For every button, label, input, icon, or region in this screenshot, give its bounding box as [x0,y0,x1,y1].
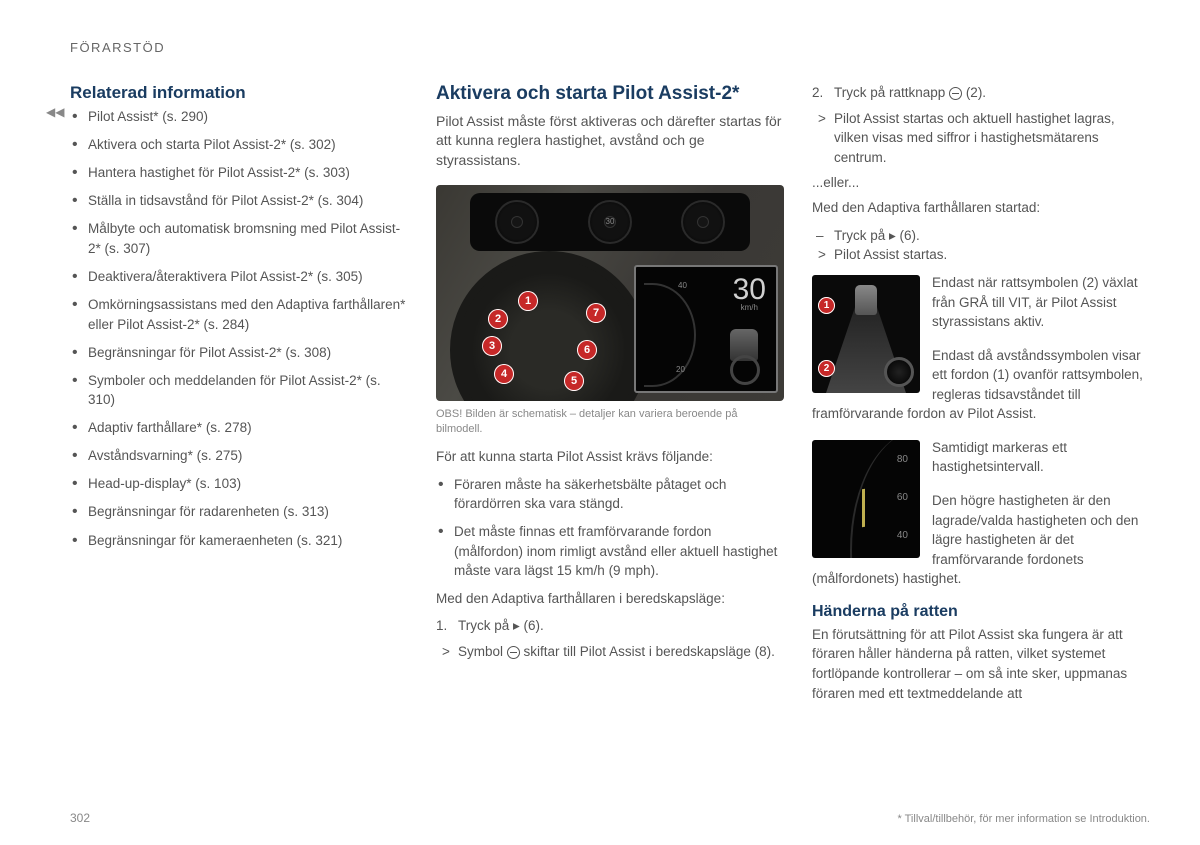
wheel-icon [730,355,760,385]
tick: 60 [897,492,908,503]
related-item: Adaptiv farthållare* (s. 278) [88,418,408,438]
gauge-center: 30 [588,200,632,244]
related-item: Begränsningar för kameraenheten (s. 321) [88,531,408,551]
related-item: Pilot Assist* (s. 290) [88,107,408,127]
steering-wheel [450,251,648,401]
wheel-icon [884,357,914,387]
step-text: Tryck på rattknapp [834,85,949,100]
tick: 80 [897,454,908,465]
callout-badge: 3 [482,336,502,356]
standby-text: Med den Adaptiva farthållaren i beredska… [436,589,784,609]
step-result: Pilot Assist startas och aktuell hastigh… [812,109,1150,168]
inset-display: 40 20 30 km/h [634,265,778,393]
dash-list: Tryck på ▸ (6). [812,226,1150,246]
result-text-b: skiftar till Pilot Assist i beredskapslä… [524,644,775,659]
callout-badge: 2 [488,309,508,329]
tick: 40 [678,281,687,290]
step-item: Tryck på ▸ (6). [458,616,784,636]
tick: 40 [897,530,908,541]
related-item: Begränsningar för Pilot Assist-2* (s. 30… [88,343,408,363]
car-icon [855,285,877,315]
result-text-a: Symbol [458,644,507,659]
column-related-info: Relaterad information Pilot Assist* (s. … [70,83,408,711]
related-item: Deaktivera/återaktivera Pilot Assist-2* … [88,267,408,287]
main-heading: Aktivera och starta Pilot Assist-2* [436,83,784,106]
started-text: Med den Adaptiva farthållaren startad: [812,198,1150,218]
related-list: Pilot Assist* (s. 290) Aktivera och star… [70,107,408,550]
dash-step: Tryck på ▸ (6). [834,226,1150,246]
tick: 20 [676,365,685,374]
speed-readout: 30 km/h [733,273,766,312]
step-list-cont: Tryck på rattknapp (2). [812,83,1150,103]
dash-result: Pilot Assist startas. [812,245,1150,265]
step-list: Tryck på ▸ (6). [436,616,784,636]
hands-heading: Händerna på ratten [812,603,1150,621]
speed-interval-figure: 80 60 40 [812,440,920,558]
intro-text: Pilot Assist måste först aktiveras och d… [436,112,784,171]
related-item: Omkörningsassistans med den Adaptiva far… [88,295,408,334]
or-separator: ...eller... [812,175,1150,190]
lane-figure: 1 2 [812,275,920,393]
speed-interval-block: 80 60 40 Samtidigt markeras ett hastighe… [812,438,1150,589]
related-item: Begränsningar för radarenheten (s. 313) [88,502,408,522]
related-item: Aktivera och starta Pilot Assist-2* (s. … [88,135,408,155]
dashboard-figure: 30 1 2 3 4 5 6 7 8 9 10 40 20 [436,185,784,401]
columns: Relaterad information Pilot Assist* (s. … [70,83,1150,711]
figure-caption: OBS! Bilden är schematisk – detaljer kan… [436,407,784,438]
related-item: Avståndsvarning* (s. 275) [88,446,408,466]
speed-arc [644,283,696,387]
callout-badge: 7 [586,303,606,323]
callout-badge: 1 [518,291,538,311]
hands-body: En förutsättning för att Pilot Assist sk… [812,625,1150,703]
callout-badge: 5 [564,371,584,391]
column-main: Aktivera och starta Pilot Assist-2* Pilo… [436,83,784,711]
continuation-marker: ◀◀ [46,105,64,119]
related-item: Head-up-display* (s. 103) [88,474,408,494]
related-heading: Relaterad information [70,83,408,103]
callout-badge: 2 [818,360,835,377]
requirement-item: Föraren måste ha säkerhetsbälte påtaget … [454,475,784,514]
steering-symbol-icon [507,646,520,659]
requirements-list: Föraren måste ha säkerhetsbälte påtaget … [436,475,784,581]
pretext: För att kunna starta Pilot Assist krävs … [436,447,784,467]
callout-badge: 6 [577,340,597,360]
instrument-cluster: 30 [470,193,750,251]
gauge-right [681,200,725,244]
related-item: Symboler och meddelanden för Pilot Assis… [88,371,408,410]
page: FÖRARSTÖD ◀◀ Relaterad information Pilot… [0,0,1200,845]
warning-block-1: 1 2 Endast när rattsymbolen (2) växlat f… [812,273,1150,424]
step-suffix: (2). [966,85,986,100]
requirement-item: Det måste finnas ett framförvarande ford… [454,522,784,581]
speed-value: 30 [733,273,766,306]
step-result: Symbol skiftar till Pilot Assist i bered… [436,642,784,662]
related-item: Målbyte och automatisk bromsning med Pil… [88,219,408,258]
page-number: 302 [70,811,90,825]
callout-badge: 4 [494,364,514,384]
steering-wheel-area [450,251,648,391]
step-item: Tryck på rattknapp (2). [834,83,1150,103]
gauge-left [495,200,539,244]
footnote: * Tillval/tillbehör, för mer information… [897,813,1150,825]
wheel-button-icon [949,87,962,100]
related-item: Hantera hastighet för Pilot Assist-2* (s… [88,163,408,183]
related-item: Ställa in tidsavstånd för Pilot Assist-2… [88,191,408,211]
callout-badge: 1 [818,297,835,314]
section-header: FÖRARSTÖD [70,40,1150,55]
column-continuation: Tryck på rattknapp (2). Pilot Assist sta… [812,83,1150,711]
